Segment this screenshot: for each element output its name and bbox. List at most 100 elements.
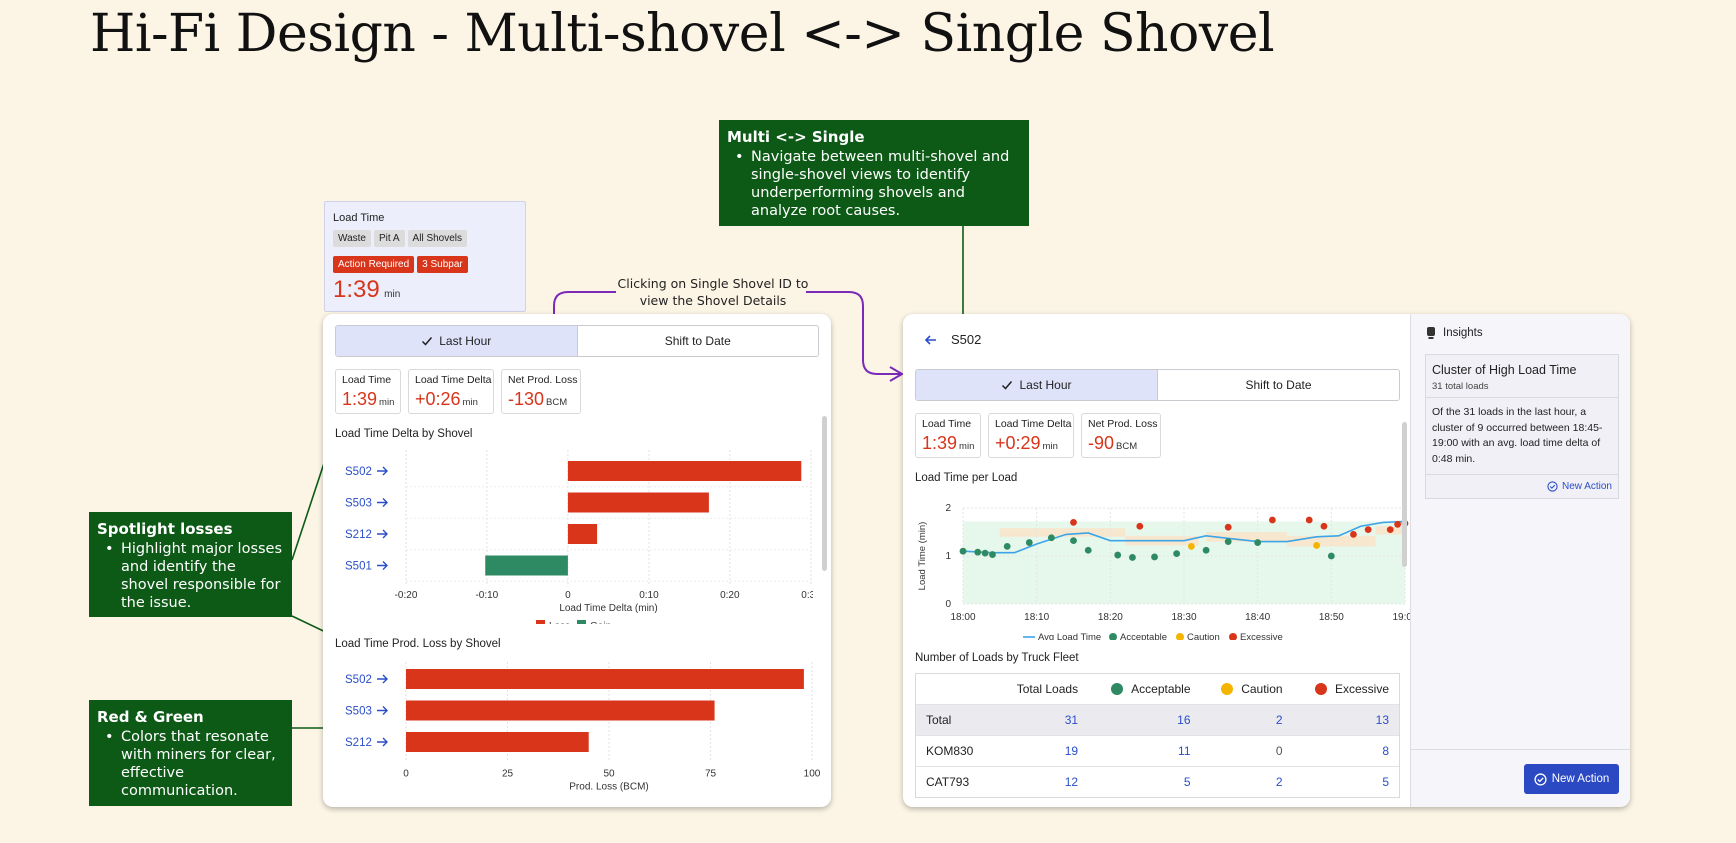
bar [567,461,802,481]
col-excessive: Excessive [1293,674,1399,704]
data-point-acceptable[interactable] [1025,539,1033,546]
insight-new-action-link[interactable]: New Action [1547,481,1612,492]
data-point-acceptable[interactable] [959,547,967,555]
data-point-acceptable[interactable] [974,548,982,556]
arrow-right-icon [377,466,388,476]
x-axis-label: Prod. Loss (BCM) [569,782,648,793]
kpi-unit: min [959,441,975,452]
bar [406,669,804,689]
cell-acceptable[interactable]: 5 [1088,765,1201,797]
cell-total[interactable]: 31 [996,703,1089,735]
shovel-link[interactable]: S501 [345,561,372,573]
data-point-excessive[interactable] [1269,516,1276,524]
tab-shift-to-date[interactable]: Shift to Date [1157,370,1399,400]
data-point-acceptable[interactable] [1129,554,1136,561]
new-action-button[interactable]: New Action [1524,764,1619,794]
x-tick-label: 18:50 [1319,612,1344,623]
x-tick-label: -0:10 [475,590,498,601]
data-point-acceptable[interactable] [1151,553,1158,561]
data-point-acceptable[interactable] [1070,537,1077,545]
cell-excessive[interactable]: 5 [1292,765,1399,797]
caution-dot-icon [1221,682,1234,695]
legend-swatch-acceptable [1109,633,1117,640]
load-time-per-load-chart: 0 1 2 18:00 18:10 18:20 18:30 18:40 18:50 19:00 Lo… [917,503,1413,640]
data-point-excessive[interactable] [1224,523,1232,531]
data-point-excessive[interactable] [1364,526,1372,533]
cell-total[interactable]: 12 [996,765,1089,797]
data-point-acceptable[interactable] [1173,550,1181,557]
data-point-excessive[interactable] [1394,520,1402,528]
tab-last-hour[interactable]: Last Hour [916,370,1157,400]
legend-label: Excessive [1240,632,1283,640]
cell-caution[interactable]: 2 [1200,703,1293,735]
x-tick-label: 0:10 [639,590,659,601]
data-point-acceptable[interactable] [989,551,996,558]
data-point-caution[interactable] [1187,543,1195,550]
data-point-excessive[interactable] [1136,522,1144,530]
cell-total[interactable]: 19 [996,734,1089,766]
data-point-caution[interactable] [1313,542,1320,549]
filter-tag: Waste [333,230,371,247]
cell-excessive[interactable]: 8 [1292,734,1399,766]
data-point-excessive[interactable] [1305,516,1313,524]
lightbulb-icon [1427,327,1435,339]
data-point-acceptable[interactable] [1114,551,1122,559]
insights-header: Insights [1425,326,1483,340]
avg-load-time-line [962,520,1406,554]
data-point-excessive[interactable] [1350,531,1357,538]
kpi-load-time-delta: Load Time Delta +0:29 min [988,413,1074,458]
filter-tag: Pit A [373,230,405,247]
x-tick-label: 18:00 [950,612,975,623]
data-point-acceptable[interactable] [1048,534,1055,542]
scrollbar[interactable] [1402,422,1407,567]
cell-acceptable[interactable]: 11 [1088,734,1201,766]
cell-caution[interactable]: 2 [1200,765,1293,797]
arrow-right-icon [377,737,388,747]
cell-acceptable[interactable]: 16 [1088,703,1201,735]
bar [406,732,589,752]
data-point-excessive[interactable] [1386,526,1394,533]
data-point-acceptable[interactable] [1202,546,1210,554]
back-arrow-icon[interactable] [923,332,939,348]
callout-title: Spotlight losses [97,520,233,538]
arrow-right-icon [377,706,388,715]
x-tick-label: 100 [804,769,821,780]
arrow-right-icon [377,674,388,684]
data-point-acceptable[interactable] [1003,543,1011,550]
alert-badge: Action Required [333,256,415,273]
tab-label: Shift to Date [664,334,731,348]
shovel-link[interactable]: S502 [345,466,372,478]
cell-excessive[interactable]: 13 [1292,703,1399,735]
filter-tag: All Shovels [407,230,468,247]
shovel-link[interactable]: S212 [345,737,372,749]
load-time-mini-card[interactable]: Load Time Waste Pit A All Shovels Action R… [324,201,526,312]
tab-shift-to-date[interactable]: Shift to Date [576,326,818,356]
insight-card[interactable]: Cluster of High Load Time 31 total loads… [1425,354,1619,499]
arrow-right-icon [377,561,388,570]
data-point-acceptable[interactable] [1084,546,1092,554]
tab-last-hour[interactable]: Last Hour [336,326,577,356]
shovel-link[interactable]: S502 [345,674,372,686]
data-point-acceptable[interactable] [1327,552,1335,560]
kpi-value: +0:26 [415,389,461,409]
data-point-acceptable[interactable] [981,549,989,557]
shovel-link[interactable]: S503 [345,498,372,510]
kpi-unit: BCM [546,397,568,408]
kpi-net-prod-loss: Net Prod. Loss -90 BCM [1081,413,1161,458]
data-point-excessive[interactable] [1320,522,1328,530]
data-point-excessive[interactable] [1070,519,1077,526]
data-point-acceptable[interactable] [1254,539,1262,546]
delta-chart-title: Load Time Delta by Shovel [335,428,473,440]
arrow-right-icon [377,561,388,570]
fleet-table-wrapper: Total Loads Acceptable Caution Excessive… [915,673,1400,798]
kpi-label: Load Time Delta [995,418,1072,430]
tab-label: Last Hour [439,334,492,348]
x-tick-label: 25 [502,769,514,780]
shovel-link[interactable]: S212 [345,529,372,541]
scrollbar[interactable] [822,416,827,571]
insight-title: Cluster of High Load Time [1432,363,1577,377]
data-point-acceptable[interactable] [1224,538,1232,545]
kpi-net-prod-loss: Net Prod. Loss -130 BCM [501,369,581,414]
shovel-link[interactable]: S503 [345,706,372,718]
legend-swatch-excessive [1229,633,1237,640]
